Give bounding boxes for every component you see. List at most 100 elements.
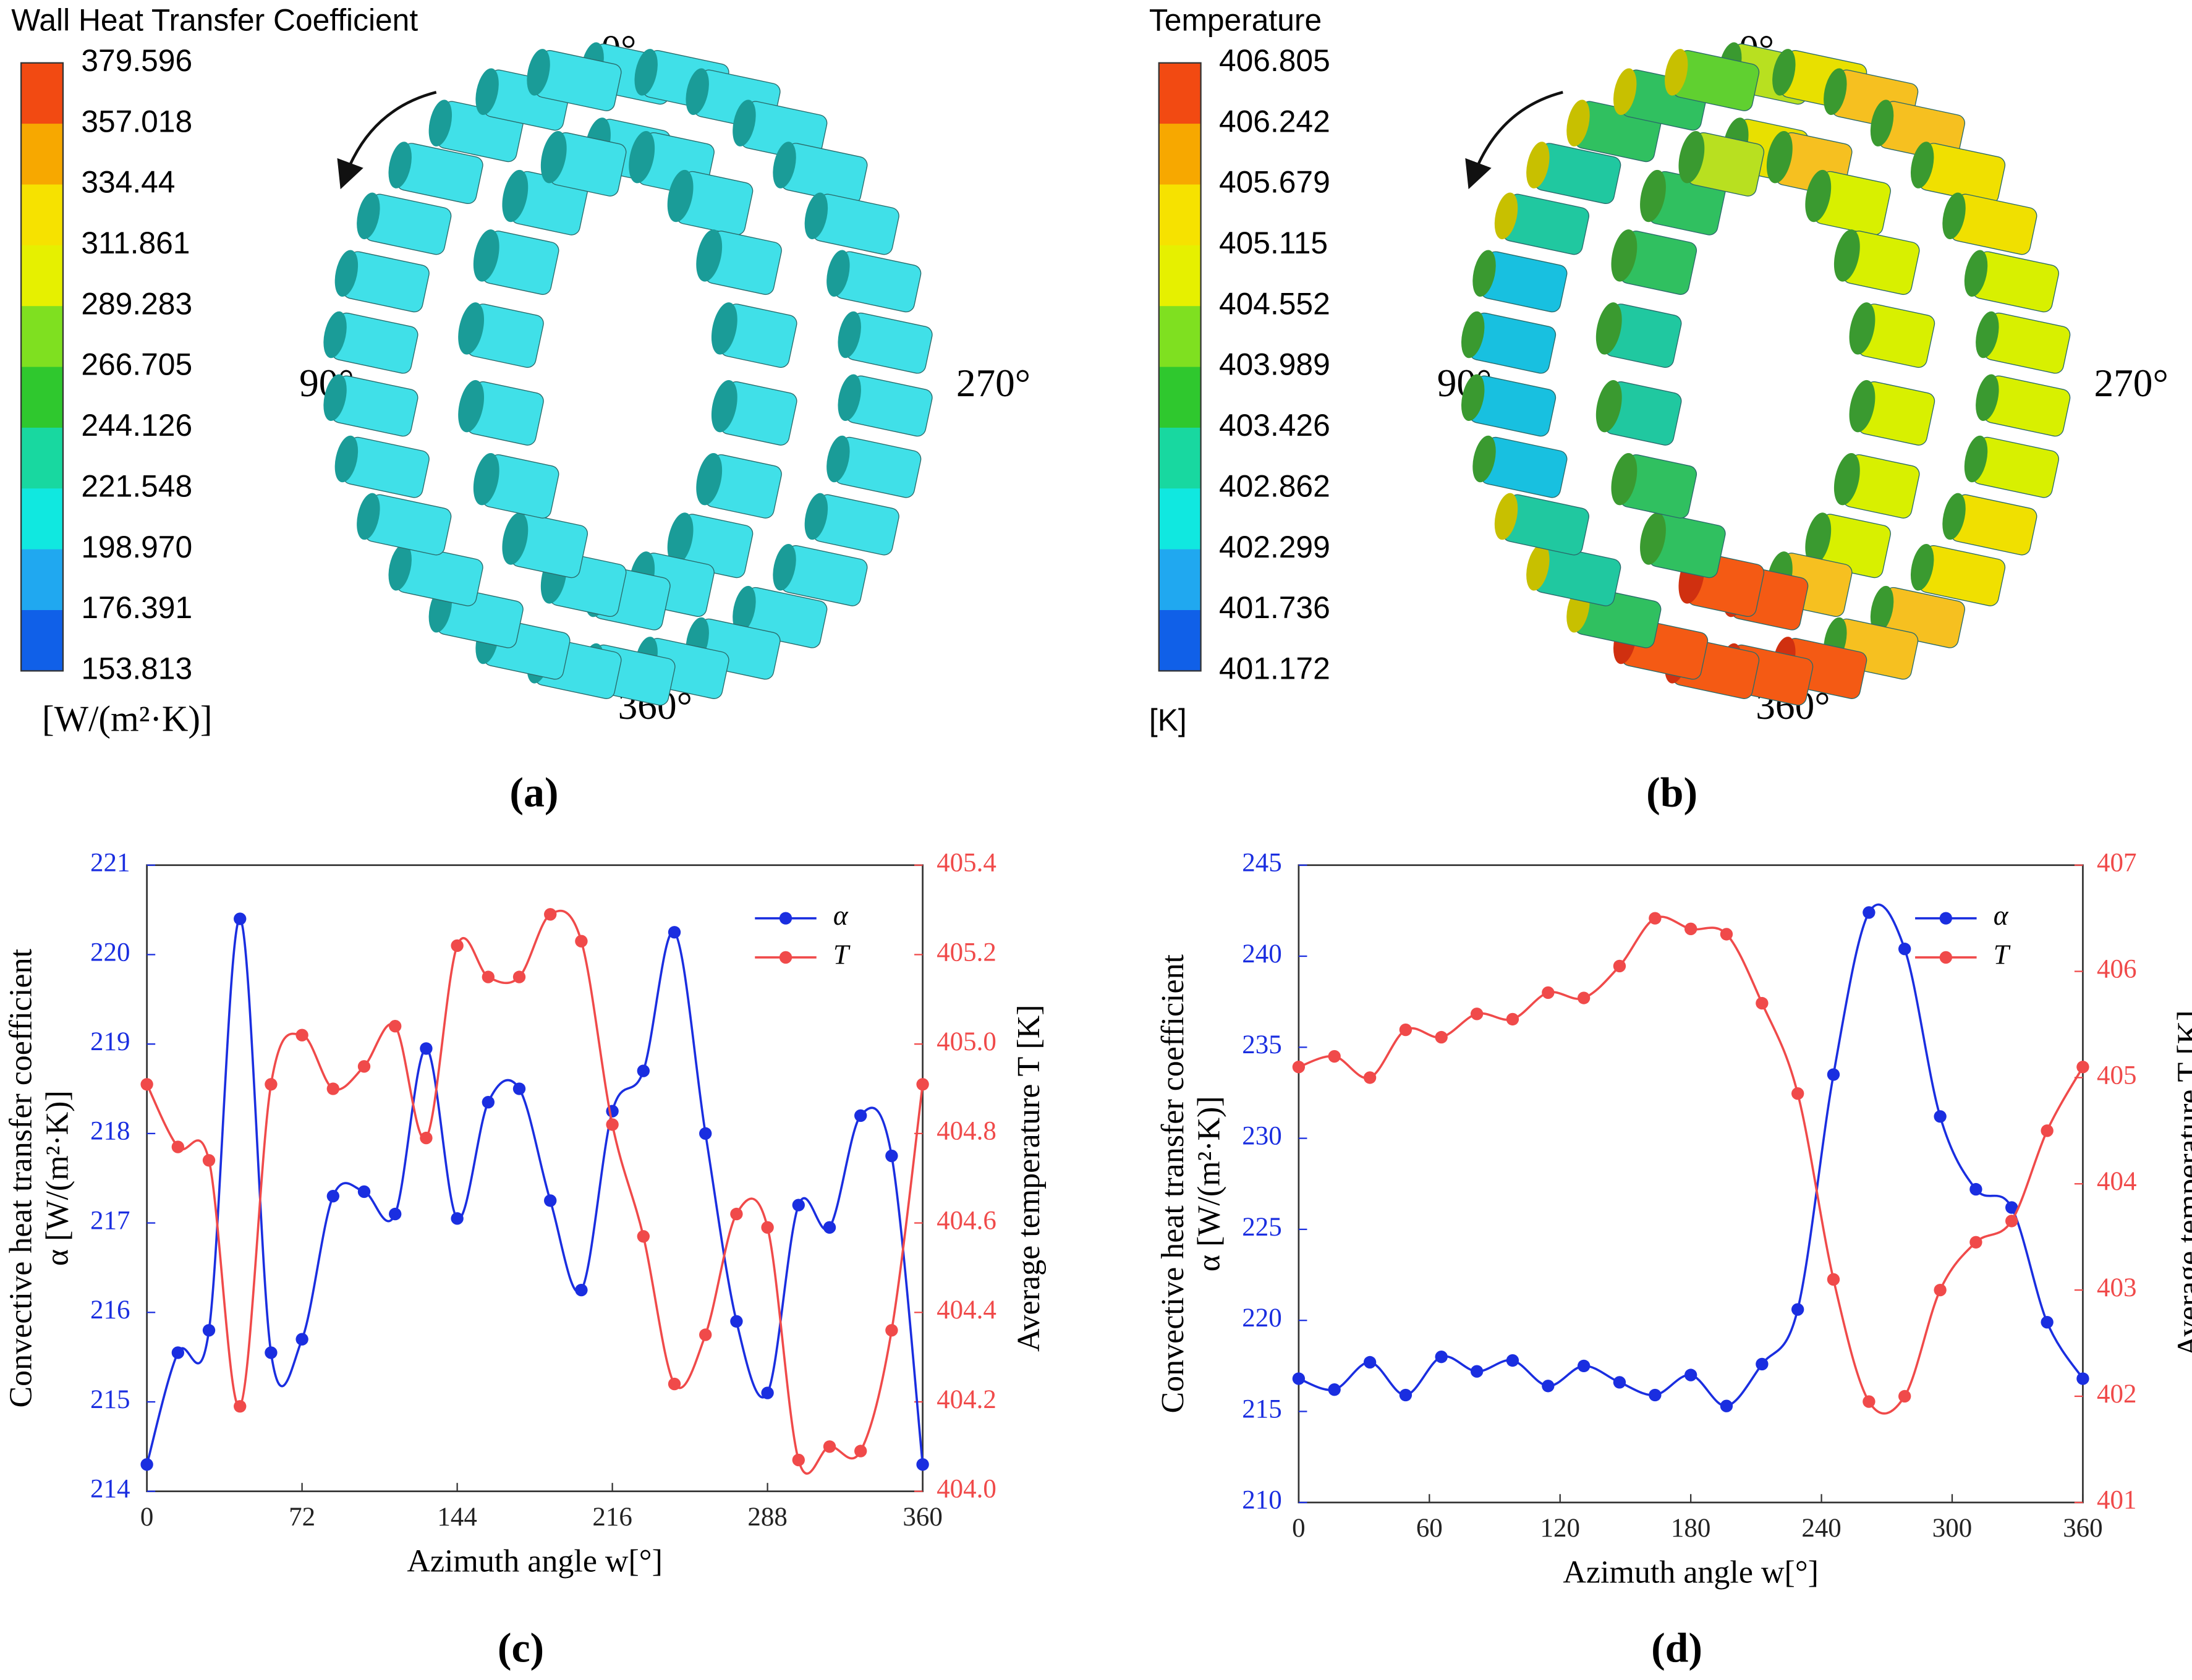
- cylinder-cap: [388, 142, 412, 189]
- data-point: [854, 1109, 867, 1122]
- data-point: [1756, 996, 1769, 1010]
- cylinder: [458, 302, 544, 368]
- x-tick-label: 0: [1292, 1514, 1305, 1543]
- data-point: [140, 1078, 153, 1091]
- cylinder-cap: [428, 100, 452, 146]
- cylinder-ring: [323, 42, 933, 706]
- data-point: [2005, 1215, 2018, 1228]
- cylinder-cap: [458, 302, 485, 355]
- y-tick-label: 215: [90, 1385, 130, 1414]
- data-point: [761, 1386, 774, 1399]
- colorbar-band: [21, 245, 63, 307]
- cylinder-cap: [1595, 380, 1622, 433]
- data-point: [1934, 1283, 1947, 1297]
- cylinder: [1833, 229, 1920, 295]
- data-point: [1863, 1395, 1876, 1408]
- cylinder-cap: [711, 302, 737, 355]
- y2-tick-label: 405.2: [937, 938, 996, 967]
- data-point: [1542, 986, 1555, 999]
- cylinder: [1910, 543, 2006, 606]
- data-point: [2041, 1315, 2054, 1329]
- y-axis-label: Convective heat transfer coefficient: [1155, 954, 1191, 1413]
- cylinder: [323, 374, 418, 437]
- data-point: [2076, 1372, 2089, 1385]
- colorbar-frame: [1158, 62, 1202, 672]
- cylinder-cap: [323, 374, 347, 422]
- cylinder: [1942, 493, 2037, 556]
- legend-label: α: [1994, 900, 2009, 931]
- cylinder-cap: [1976, 374, 1999, 422]
- cylinder-cap: [1910, 142, 1934, 189]
- x-axis-label: Azimuth angle w[°]: [1563, 1555, 1819, 1590]
- cylinder: [458, 380, 544, 446]
- data-point: [668, 926, 681, 939]
- cylinder-cap: [323, 311, 347, 358]
- colorbar-title: Wall Heat Transfer Coefficient: [11, 2, 418, 37]
- data-point: [482, 970, 495, 983]
- x-tick-label: 300: [1932, 1514, 1972, 1543]
- data-point: [2005, 1201, 2018, 1214]
- y-tick-label: 215: [1242, 1394, 1281, 1423]
- cylinder: [1526, 543, 1621, 606]
- data-point: [885, 1324, 898, 1337]
- colorbar-band: [21, 488, 63, 550]
- data-point: [575, 935, 588, 948]
- cylinder: [1976, 374, 2071, 437]
- colorbar-band: [21, 610, 63, 672]
- y-tick-label: 219: [90, 1027, 130, 1056]
- cylinder-cap: [357, 493, 380, 540]
- y2-tick-label: 404: [2097, 1167, 2136, 1196]
- cylinder-cap: [1964, 250, 1988, 297]
- cylinder-cap: [1805, 169, 1832, 223]
- data-point: [1649, 1388, 1662, 1402]
- cylinder-cap: [1833, 452, 1860, 506]
- data-point: [699, 1127, 712, 1140]
- cylinder-cap: [773, 142, 796, 189]
- data-point: [1328, 1383, 1341, 1396]
- cylinder: [1849, 302, 1935, 368]
- cylinder-cap: [1611, 229, 1638, 282]
- cylinder: [1964, 435, 2059, 498]
- cylinder-cap: [711, 380, 737, 433]
- colorbar-label: 153.813: [81, 651, 192, 686]
- data-point: [1969, 1182, 1982, 1196]
- y-tick-label: 245: [1242, 849, 1281, 878]
- x-tick-label: 180: [1671, 1514, 1710, 1543]
- colorbar-label: 221.548: [81, 469, 192, 503]
- cylinder-cap: [1964, 435, 1988, 483]
- data-point: [357, 1185, 371, 1198]
- colorbar-label: 402.862: [1219, 469, 1330, 503]
- x-tick-label: 144: [437, 1503, 477, 1532]
- data-point: [1756, 1357, 1769, 1371]
- data-point: [1435, 1030, 1448, 1044]
- cylinder-cap: [1526, 142, 1550, 189]
- cylinder-cap: [473, 452, 499, 506]
- rotation-arrow: [1465, 91, 1563, 190]
- colorbar-band: [1158, 427, 1201, 490]
- cylinder: [1964, 250, 2059, 313]
- cylinder-cap: [826, 250, 850, 297]
- data-point: [1791, 1087, 1804, 1100]
- data-point: [1542, 1380, 1555, 1393]
- cylinder: [473, 452, 559, 519]
- cylinder: [1849, 380, 1935, 446]
- cylinder: [804, 493, 899, 556]
- colorbar-label: 289.283: [81, 286, 192, 321]
- cylinder-cap: [1494, 493, 1518, 540]
- cylinder-cap: [1494, 192, 1518, 240]
- x-tick-label: 360: [2063, 1514, 2102, 1543]
- cylinder-cap: [1942, 493, 1966, 540]
- cylinder: [1595, 302, 1682, 368]
- data-point: [854, 1445, 867, 1457]
- data-point: [1649, 912, 1662, 925]
- cylinder: [540, 130, 627, 197]
- cylinder-cap: [475, 68, 499, 116]
- angle-label: 270°: [956, 362, 1030, 405]
- cylinder-cap: [458, 380, 485, 433]
- cylinder-cap: [1472, 250, 1496, 297]
- y-tick-label: 216: [90, 1296, 130, 1325]
- angle-label: 270°: [2094, 362, 2169, 405]
- data-point: [637, 1230, 650, 1243]
- y-tick-label: 240: [1242, 940, 1281, 969]
